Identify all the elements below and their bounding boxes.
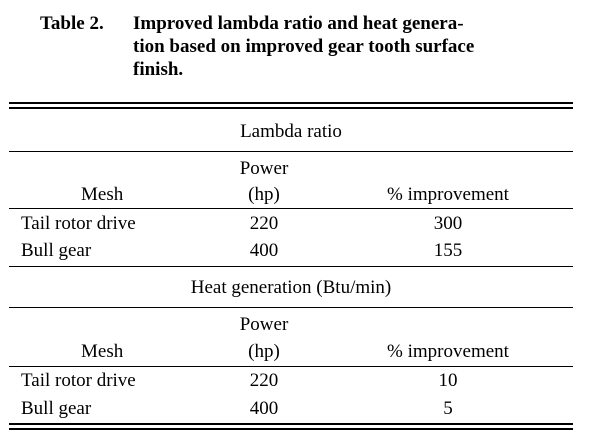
bottom-rule-inner xyxy=(9,423,573,425)
section-title-lambda-ratio: Lambda ratio xyxy=(240,121,342,142)
header-power: Power xyxy=(239,158,289,179)
caption-line-2: tion based on improved gear tooth surfac… xyxy=(133,36,475,57)
section-title-heat-generation: Heat generation (Btu/min) xyxy=(190,277,392,298)
header-power-unit: (hp) xyxy=(248,184,280,205)
top-rule-outer xyxy=(9,102,573,104)
table-row-power: 400 xyxy=(249,240,279,261)
table-caption-text: Improved lambda ratio and heat genera- t… xyxy=(133,12,573,81)
header-power: Power xyxy=(239,314,289,335)
table-row-mesh: Bull gear xyxy=(21,398,92,419)
header-rule xyxy=(9,208,573,209)
table-row-mesh: Bull gear xyxy=(21,240,92,261)
header-power-unit: (hp) xyxy=(248,341,280,362)
section-rule xyxy=(9,307,573,308)
header-rule xyxy=(9,366,573,367)
caption-line-1: Improved lambda ratio and heat genera- xyxy=(133,13,464,34)
top-rule-inner xyxy=(9,107,573,109)
bottom-rule-outer xyxy=(9,428,573,430)
header-improvement: % improvement xyxy=(387,341,509,362)
table-row-mesh: Tail rotor drive xyxy=(21,370,136,391)
section-divider-rule xyxy=(9,266,573,267)
table-row-power: 220 xyxy=(249,213,279,234)
header-mesh: Mesh xyxy=(81,341,124,362)
table-row-power: 400 xyxy=(249,398,279,419)
table-label: Table 2. xyxy=(40,13,104,34)
table-row-mesh: Tail rotor drive xyxy=(21,213,136,234)
table-row-power: 220 xyxy=(249,370,279,391)
table-row-improvement: 5 xyxy=(443,398,453,419)
table-row-improvement: 155 xyxy=(433,240,463,261)
section-rule xyxy=(9,151,573,152)
caption-line-3: finish. xyxy=(133,59,184,80)
table-row-improvement: 300 xyxy=(433,213,463,234)
header-improvement: % improvement xyxy=(387,184,509,205)
header-mesh: Mesh xyxy=(81,184,124,205)
table-row-improvement: 10 xyxy=(438,370,458,391)
